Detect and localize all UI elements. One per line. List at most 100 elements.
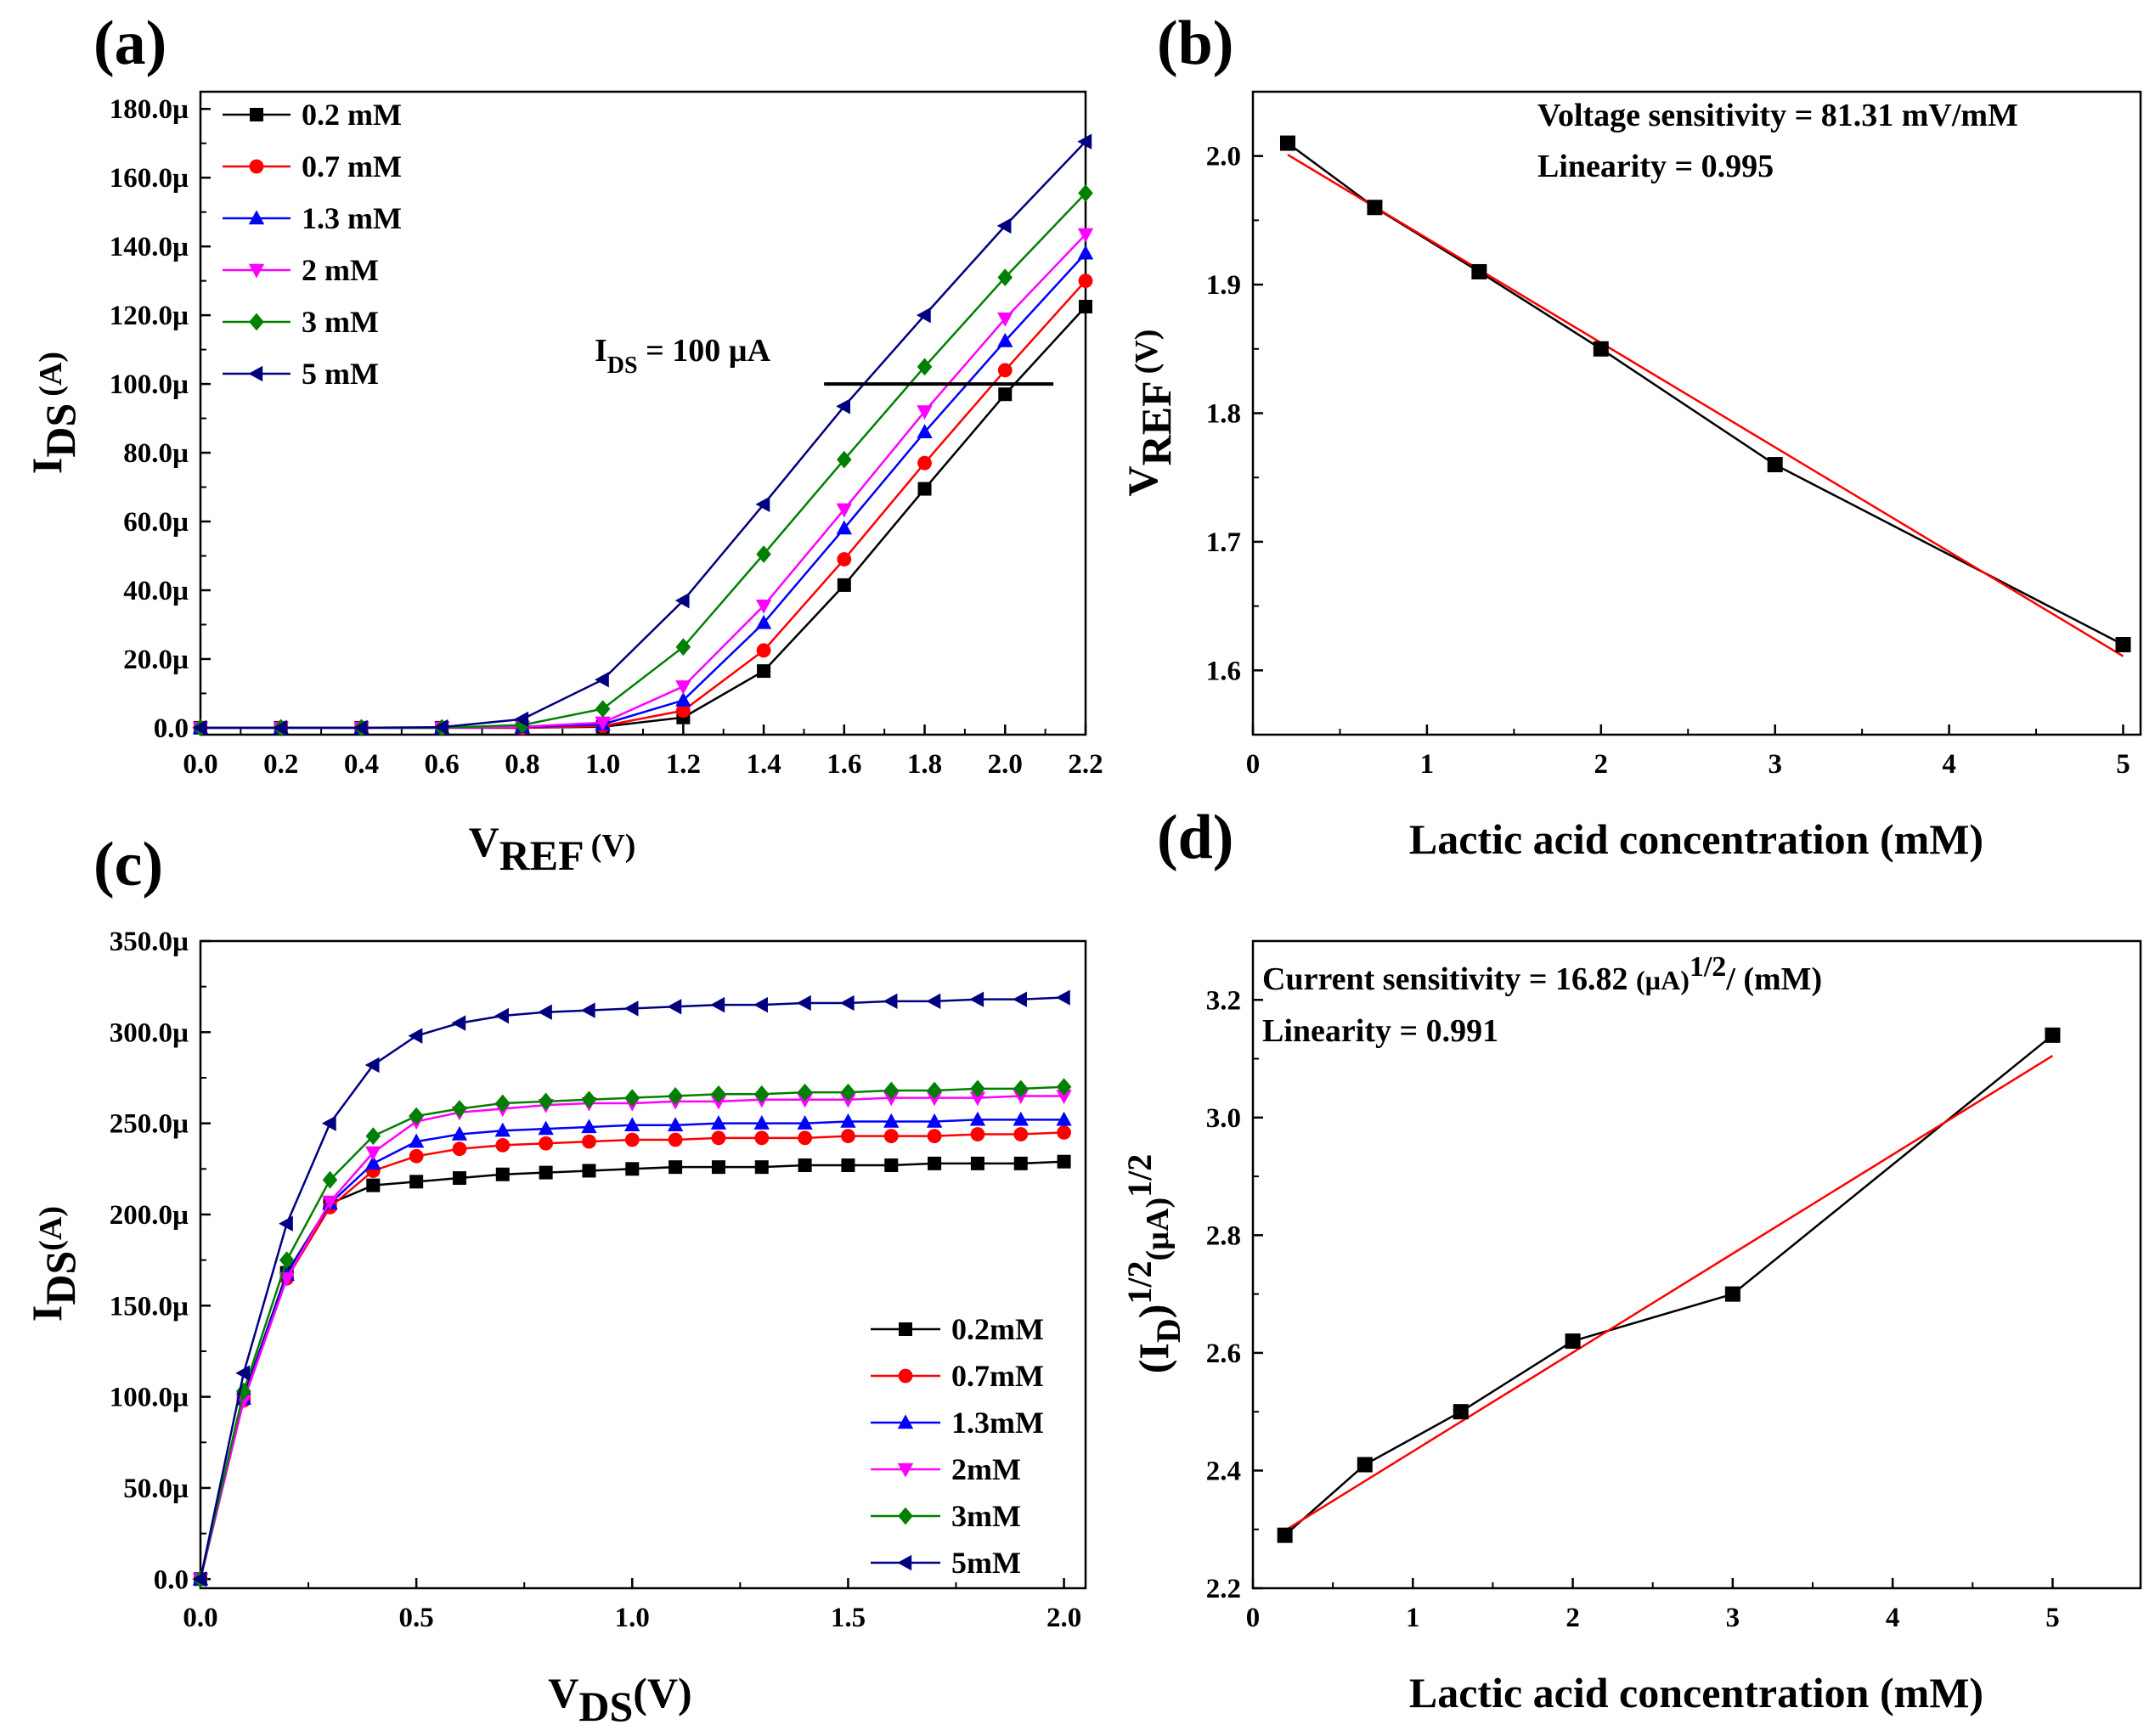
data-point-a-4-7 [756, 545, 771, 563]
data-point-a-0-7 [757, 664, 771, 679]
panel-c-x-tick-label: 1.0 [615, 1603, 650, 1633]
legend-marker-a-3 [248, 263, 265, 279]
data-point-a-1-10 [997, 363, 1013, 378]
data-point-a-4-5 [595, 700, 611, 719]
data-point-a-4-11 [1078, 184, 1093, 202]
panel-a-y-tick-label: 120.0µ [110, 301, 189, 331]
panel-c-frame [199, 939, 1087, 1590]
panel-d-x-tick-label: 5 [2045, 1603, 2060, 1633]
panel-b-x-tick-label: 3 [1768, 749, 1782, 780]
data-point-c-5-0 [192, 1571, 207, 1587]
data-point-d-1 [1357, 1457, 1373, 1473]
data-point-c-2-9 [581, 1119, 597, 1134]
panel-c: (c) 0.0 0.5 1.0 1.5 2.0 0.0 50.0µ 100.0µ 150.0µ 2… [23, 830, 1087, 1730]
data-point-c-2-7 [494, 1122, 511, 1137]
data-point-c-2-13 [753, 1115, 770, 1130]
panel-a-legend: 0.2 mM 0.7 mM 1.3 mM 2 mM 3 mM 5 mM [223, 98, 402, 391]
data-point-a-2-10 [997, 332, 1013, 347]
data-point-c-3-3 [322, 1195, 338, 1210]
data-point-a-5-6 [674, 592, 690, 609]
data-point-c-4-17 [927, 1081, 942, 1100]
data-point-c-1-9 [582, 1134, 596, 1149]
data-point-a-4-9 [917, 358, 933, 376]
panel-a-x-axis-label: VREF (V) [469, 818, 636, 879]
data-point-a-5-8 [836, 398, 851, 414]
legend-marker-c-5 [897, 1554, 912, 1571]
data-point-c-5-2 [279, 1215, 293, 1232]
data-line-d [1283, 1034, 2054, 1536]
legend-label-c-3: 2mM [951, 1452, 1021, 1486]
panel-b: (b) 0 1 2 3 4 5 1.6 1.7 1.8 1.9 2.0 Voltage sensit… [1119, 8, 2142, 863]
legend-marker-c-4 [898, 1507, 913, 1525]
data-point-c-0-4 [366, 1178, 381, 1192]
data-point-c-4-20 [1056, 1078, 1072, 1096]
data-point-b-2 [1471, 263, 1487, 279]
data-point-a-5-4 [514, 711, 529, 727]
data-point-d-3 [1565, 1333, 1581, 1350]
legend-label-a-3: 2 mM [302, 253, 379, 287]
data-point-c-0-16 [884, 1158, 899, 1173]
panel-d-y-tick-label: 2.6 [1206, 1339, 1241, 1369]
panel-a-label: (a) [93, 8, 166, 78]
data-point-c-2-10 [624, 1117, 640, 1131]
data-point-a-5-2 [353, 719, 368, 736]
data-point-c-0-20 [1057, 1154, 1071, 1169]
panel-d-y-tick-label: 2.8 [1206, 1220, 1241, 1251]
legend-label-c-1: 0.7mM [951, 1359, 1044, 1393]
data-point-a-1-9 [917, 455, 932, 471]
data-point-b-0 [1279, 135, 1295, 151]
panel-b-x-tick-label: 1 [1420, 749, 1435, 780]
data-point-c-2-15 [840, 1113, 856, 1128]
data-point-c-3-20 [1056, 1090, 1072, 1105]
data-point-a-3-7 [755, 599, 772, 614]
data-point-a-4-8 [837, 450, 852, 469]
data-point-c-2-6 [451, 1125, 468, 1141]
data-point-c-1-7 [495, 1138, 511, 1153]
data-point-c-4-5 [409, 1107, 424, 1125]
panel-d-x-tick-label: 3 [1726, 1603, 1740, 1633]
panel-c-x-tick-label: 0.5 [399, 1603, 434, 1633]
panel-c-y-tick-label: 350.0µ [110, 927, 189, 957]
data-point-c-4-9 [581, 1091, 597, 1109]
data-point-c-1-6 [452, 1141, 467, 1157]
panel-c-y-tick-label: 250.0µ [110, 1109, 189, 1140]
data-point-c-3-18 [969, 1091, 986, 1107]
legend-label-a-0: 0.2 mM [302, 98, 402, 132]
data-point-c-5-17 [926, 993, 941, 1010]
panel-d-y-tick-label: 2.4 [1206, 1456, 1241, 1486]
data-point-c-5-12 [710, 996, 725, 1013]
panel-c-y-axis-label: IDS(A) [23, 1206, 84, 1322]
panel-a-x-tick-label: 2.2 [1068, 749, 1103, 780]
data-point-c-5-20 [1055, 989, 1070, 1006]
data-point-a-2-9 [917, 424, 933, 438]
data-point-c-4-16 [883, 1081, 900, 1100]
data-point-c-4-1 [236, 1382, 251, 1401]
data-point-a-1-7 [756, 643, 771, 658]
data-point-a-5-0 [192, 719, 207, 736]
data-point-c-4-3 [322, 1170, 338, 1189]
data-point-c-0-8 [539, 1165, 553, 1180]
data-point-c-1-20 [1057, 1124, 1071, 1140]
panel-a-x-tick-label: 0.8 [505, 749, 539, 780]
panel-c-y-tick-label: 150.0µ [110, 1291, 189, 1322]
data-point-a-3-6 [675, 680, 691, 695]
data-point-c-2-18 [969, 1111, 986, 1126]
panel-c-plot-area: 0.0 0.5 1.0 1.5 2.0 0.0 50.0µ 100.0µ 150.0µ 200.0… [110, 927, 1081, 1633]
panel-c-x-tick-label: 2.0 [1046, 1603, 1081, 1633]
panel-a-x-tick-label: 1.6 [826, 749, 861, 780]
data-point-c-0-11 [669, 1160, 683, 1175]
panel-a-x-tick-label: 1.0 [585, 749, 620, 780]
data-point-c-4-15 [840, 1083, 856, 1102]
legend-marker-a-1 [249, 159, 264, 174]
data-point-c-1-8 [539, 1136, 554, 1151]
data-point-c-5-3 [321, 1115, 336, 1131]
panel-a-x-tick-label: 2.0 [988, 749, 1023, 780]
data-point-c-4-13 [753, 1085, 770, 1103]
data-point-c-0-19 [1013, 1156, 1028, 1170]
data-point-c-2-20 [1056, 1111, 1072, 1126]
data-point-c-5-8 [538, 1004, 552, 1020]
data-point-c-5-5 [408, 1028, 423, 1044]
panel-a-plot-area: 0.0 0.2 0.4 0.6 0.8 1.0 1.2 1.4 1.6 1.8 2.0 2.2 0.0 2… [110, 94, 1103, 780]
panel-a-y-tick-label: 180.0µ [110, 94, 189, 125]
data-point-d-0 [1277, 1527, 1293, 1543]
